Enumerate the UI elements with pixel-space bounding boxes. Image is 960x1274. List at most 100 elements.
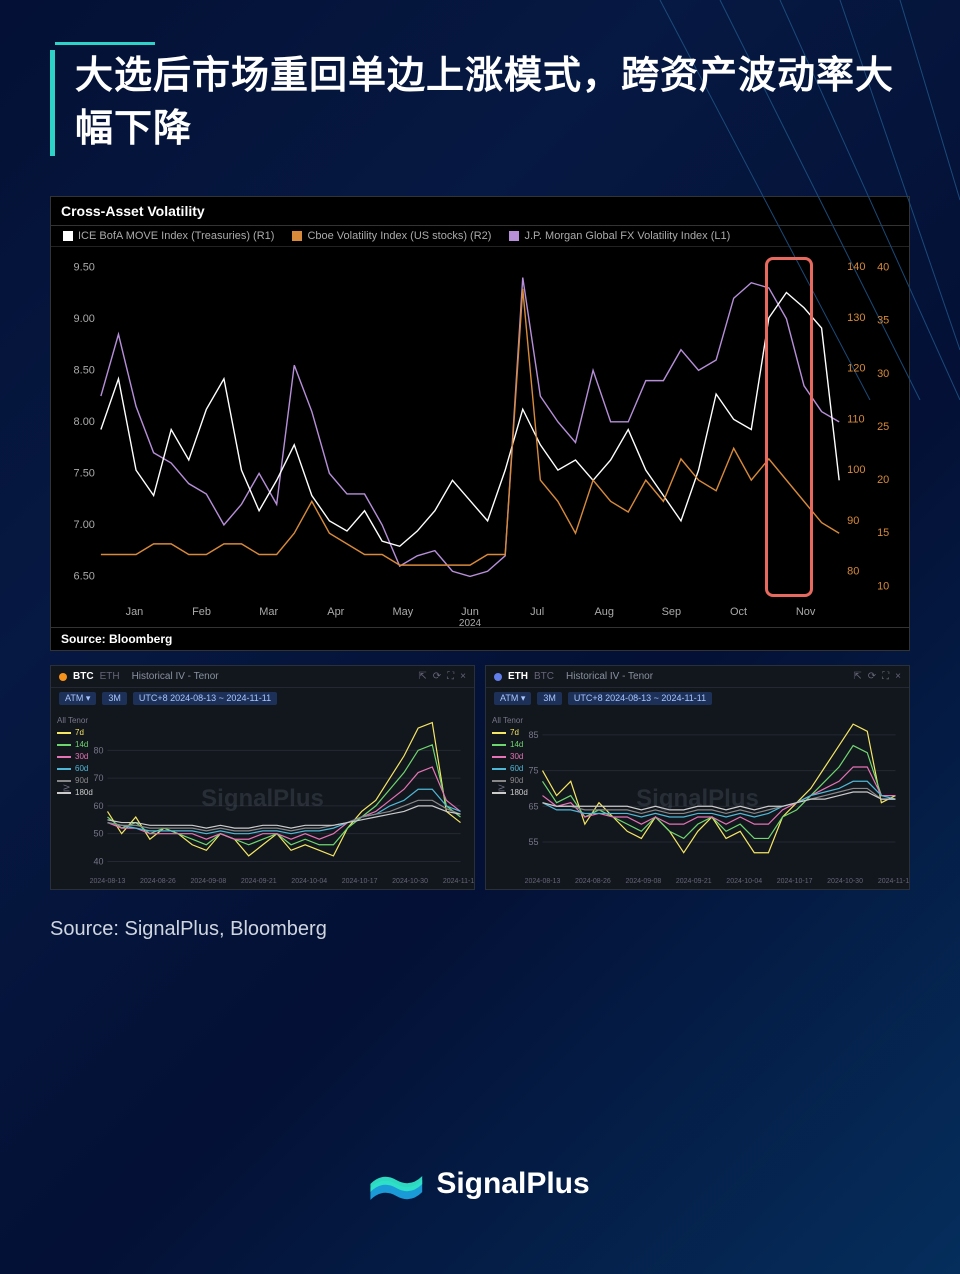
export-icon[interactable]: ⇱ <box>853 671 861 682</box>
svg-text:Aug: Aug <box>595 606 615 618</box>
chart-title: Cross-Asset Volatility <box>51 197 909 226</box>
svg-text:Apr: Apr <box>327 606 344 618</box>
svg-text:2024-10-04: 2024-10-04 <box>726 878 762 885</box>
svg-text:Feb: Feb <box>192 606 211 618</box>
iv-chart: All Tenor 7d14d30d60d90d180d SignalPlus … <box>51 709 474 889</box>
panel-header: BTC ETH Historical IV - Tenor ⇱ ⟳ ⛶ × <box>51 666 474 688</box>
period-selector[interactable]: 3M <box>537 692 562 705</box>
svg-text:140: 140 <box>847 262 865 274</box>
alt-symbol: BTC <box>534 671 554 682</box>
source-attribution: Source: SignalPlus, Bloomberg <box>50 918 910 941</box>
svg-text:70: 70 <box>93 773 103 783</box>
svg-text:2024-08-26: 2024-08-26 <box>140 878 176 885</box>
date-range[interactable]: UTC+8 2024-08-13 ~ 2024-11-11 <box>568 692 712 705</box>
svg-text:2024-10-04: 2024-10-04 <box>291 878 327 885</box>
refresh-icon[interactable]: ⟳ <box>868 671 876 682</box>
close-icon[interactable]: × <box>460 671 466 682</box>
svg-text:Mar: Mar <box>259 606 278 618</box>
period-selector[interactable]: 3M <box>102 692 127 705</box>
svg-text:2024-09-21: 2024-09-21 <box>241 878 277 885</box>
panel-controls[interactable]: ⇱ ⟳ ⛶ × <box>853 671 901 682</box>
header: 大选后市场重回单边上涨模式，跨资产波动率大幅下降 <box>0 0 960 186</box>
svg-text:110: 110 <box>847 414 864 426</box>
tenor-legend: All Tenor 7d14d30d60d90d180d <box>492 715 528 799</box>
panel-controls-row: ATM ▾ 3M UTC+8 2024-08-13 ~ 2024-11-11 <box>486 688 909 709</box>
panel-title: Historical IV - Tenor <box>566 671 653 682</box>
coin-symbol: ETH <box>508 671 528 682</box>
coin-symbol: BTC <box>73 671 94 682</box>
svg-text:Nov: Nov <box>796 606 816 618</box>
eth-iv-panel: ETH BTC Historical IV - Tenor ⇱ ⟳ ⛶ × AT… <box>485 665 910 890</box>
svg-text:Sep: Sep <box>662 606 682 618</box>
svg-text:9.50: 9.50 <box>74 262 95 274</box>
iv-chart: All Tenor 7d14d30d60d90d180d SignalPlus … <box>486 709 909 889</box>
tenor-legend: All Tenor 7d14d30d60d90d180d <box>57 715 93 799</box>
atm-selector[interactable]: ATM ▾ <box>494 692 531 705</box>
svg-text:2024-09-08: 2024-09-08 <box>625 878 661 885</box>
chart-body: 6.50 7.00 7.50 8.00 8.50 9.00 9.50 80 90 100 110 12… <box>51 247 909 627</box>
export-icon[interactable]: ⇱ <box>418 671 426 682</box>
svg-text:2024-11-12: 2024-11-12 <box>443 878 474 885</box>
svg-text:20: 20 <box>877 474 889 486</box>
svg-text:7.50: 7.50 <box>74 468 95 480</box>
svg-text:25: 25 <box>877 421 889 433</box>
svg-text:15: 15 <box>877 528 889 540</box>
svg-text:120: 120 <box>847 363 865 375</box>
svg-text:8.50: 8.50 <box>74 365 95 377</box>
svg-text:80: 80 <box>847 566 859 578</box>
svg-text:50: 50 <box>93 829 103 839</box>
svg-text:2024-10-17: 2024-10-17 <box>342 878 378 885</box>
footer-logo: SignalPlus <box>370 1164 589 1204</box>
svg-text:40: 40 <box>93 857 103 867</box>
svg-text:Jun: Jun <box>461 606 479 618</box>
svg-text:2024-08-13: 2024-08-13 <box>525 878 561 885</box>
chart-source: Source: Bloomberg <box>51 627 909 650</box>
svg-text:2024-10-30: 2024-10-30 <box>827 878 863 885</box>
svg-text:40: 40 <box>877 262 889 274</box>
svg-text:90: 90 <box>847 515 859 527</box>
atm-selector[interactable]: ATM ▾ <box>59 692 96 705</box>
expand-icon[interactable]: ⛶ <box>447 671 454 682</box>
title-bar: 大选后市场重回单边上涨模式，跨资产波动率大幅下降 <box>50 50 910 156</box>
svg-text:130: 130 <box>847 312 865 324</box>
svg-text:100: 100 <box>847 464 865 476</box>
svg-text:55: 55 <box>528 837 538 847</box>
svg-text:8.00: 8.00 <box>74 416 95 428</box>
svg-text:9.00: 9.00 <box>74 313 95 325</box>
expand-icon[interactable]: ⛶ <box>882 671 889 682</box>
svg-text:May: May <box>393 606 414 618</box>
legend-item: J.P. Morgan Global FX Volatility Index (… <box>509 230 730 242</box>
svg-text:2024-08-13: 2024-08-13 <box>90 878 126 885</box>
page-title: 大选后市场重回单边上涨模式，跨资产波动率大幅下降 <box>75 50 910 156</box>
svg-text:2024-09-08: 2024-09-08 <box>190 878 226 885</box>
svg-text:7.00: 7.00 <box>74 519 95 531</box>
svg-text:75: 75 <box>528 766 538 776</box>
chart-legend: ICE BofA MOVE Index (Treasuries) (R1) Cbo… <box>51 226 909 247</box>
svg-text:6.50: 6.50 <box>74 571 95 583</box>
legend-item: ICE BofA MOVE Index (Treasuries) (R1) <box>63 230 274 242</box>
svg-text:30: 30 <box>877 368 889 380</box>
svg-text:Jan: Jan <box>126 606 144 618</box>
panel-controls[interactable]: ⇱ ⟳ ⛶ × <box>418 671 466 682</box>
svg-text:2024-11-12: 2024-11-12 <box>878 878 909 885</box>
signalplus-logo-icon <box>370 1164 422 1204</box>
svg-text:2024: 2024 <box>459 618 482 627</box>
bottom-charts-row: BTC ETH Historical IV - Tenor ⇱ ⟳ ⛶ × AT… <box>50 665 910 890</box>
svg-text:85: 85 <box>528 730 538 740</box>
svg-text:65: 65 <box>528 802 538 812</box>
svg-text:35: 35 <box>877 315 889 327</box>
svg-text:Jul: Jul <box>530 606 544 618</box>
btc-iv-panel: BTC ETH Historical IV - Tenor ⇱ ⟳ ⛶ × AT… <box>50 665 475 890</box>
svg-text:2024-09-21: 2024-09-21 <box>676 878 712 885</box>
close-icon[interactable]: × <box>895 671 901 682</box>
svg-text:10: 10 <box>877 581 889 593</box>
svg-text:2024-10-17: 2024-10-17 <box>777 878 813 885</box>
panel-controls-row: ATM ▾ 3M UTC+8 2024-08-13 ~ 2024-11-11 <box>51 688 474 709</box>
svg-text:Oct: Oct <box>730 606 747 618</box>
legend-item: Cboe Volatility Index (US stocks) (R2) <box>292 230 491 242</box>
coin-dot-icon <box>494 673 502 681</box>
refresh-icon[interactable]: ⟳ <box>433 671 441 682</box>
svg-text:80: 80 <box>93 746 103 756</box>
alt-symbol: ETH <box>100 671 120 682</box>
date-range[interactable]: UTC+8 2024-08-13 ~ 2024-11-11 <box>133 692 277 705</box>
